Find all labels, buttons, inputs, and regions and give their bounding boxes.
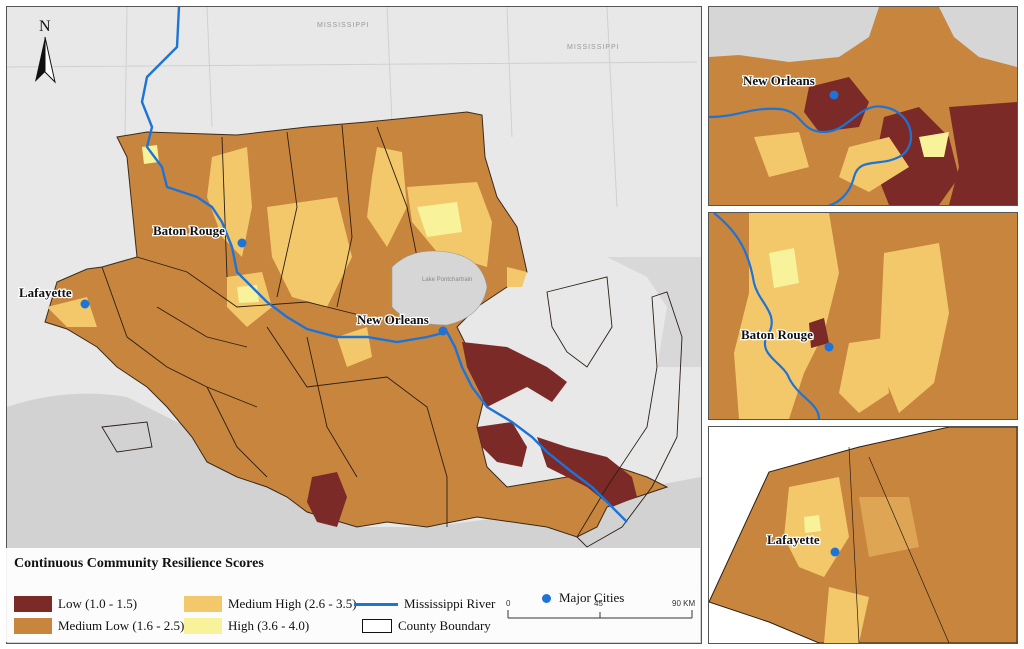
main-map[interactable]: MISSISSIPPI MISSISSIPPI: [6, 6, 702, 644]
lake-pontchartrain: [391, 250, 488, 326]
medium-high-regions: [47, 147, 527, 367]
north-label: N: [39, 18, 51, 35]
high-swatch: [184, 618, 222, 634]
svg-text:Lafayette: Lafayette: [19, 285, 72, 300]
high-regions: [142, 145, 462, 303]
lake-label: Lake Pontchartrain: [422, 277, 472, 283]
city-new-orleans[interactable]: New Orleans: [356, 311, 448, 336]
scale-tick-0: 0: [506, 599, 511, 608]
svg-text:New Orleans: New Orleans: [357, 312, 429, 327]
scale-tick-45: 45: [594, 599, 603, 608]
legend-title: Continuous Community Resilience Scores: [14, 556, 264, 571]
city-lafayette[interactable]: Lafayette: [18, 284, 90, 309]
state-label-2: MISSISSIPPI: [567, 44, 620, 51]
legend-county: County Boundary: [362, 618, 491, 634]
inset-label-baton-rouge: Baton Rouge: [741, 327, 813, 342]
mississippi-river: [140, 7, 628, 523]
legend-medium-high-label: Medium High (2.6 - 3.5): [228, 596, 357, 611]
inset-label-lafayette: Lafayette: [767, 532, 820, 547]
legend-high: High (3.6 - 4.0): [184, 618, 309, 634]
inset-baton-rouge[interactable]: Baton Rouge: [708, 212, 1018, 420]
medium-low-swatch: [14, 618, 52, 634]
legend-cities-label: Major Cities: [559, 590, 625, 605]
inset-new-orleans[interactable]: New Orleans: [708, 6, 1018, 206]
inset-baton-rouge-svg: Baton Rouge: [709, 213, 1017, 419]
north-arrow: N: [35, 18, 56, 84]
state-label-1: MISSISSIPPI: [317, 22, 370, 29]
inset-lafayette[interactable]: Lafayette: [708, 426, 1018, 644]
background-boundaries: [7, 7, 698, 208]
inset-label-new-orleans: New Orleans: [743, 73, 815, 88]
legend-low-label: Low (1.0 - 1.5): [58, 596, 138, 611]
medium-low-region: [44, 111, 669, 538]
legend-high-label: High (3.6 - 4.0): [228, 618, 310, 633]
county-swatch: [362, 619, 392, 633]
legend-medium-low-label: Medium Low (1.6 - 2.5): [58, 618, 185, 633]
legend-cities: Major Cities: [542, 590, 624, 606]
city-dot-swatch: [542, 593, 551, 603]
legend: Continuous Community Resilience Scores L…: [6, 548, 700, 642]
legend-county-label: County Boundary: [398, 618, 491, 633]
inset-lafayette-svg: Lafayette: [709, 427, 1017, 643]
legend-river: Mississippi River: [354, 596, 495, 612]
legend-medium-high: Medium High (2.6 - 3.5): [184, 596, 357, 612]
legend-low: Low (1.0 - 1.5): [14, 596, 137, 612]
medium-high-swatch: [184, 596, 222, 612]
low-swatch: [14, 596, 52, 612]
legend-medium-low: Medium Low (1.6 - 2.5): [14, 618, 184, 634]
delta-outlines: [101, 276, 683, 548]
scale-tick-90: 90 KM: [672, 599, 695, 608]
low-regions: [307, 342, 637, 527]
legend-river-label: Mississippi River: [404, 596, 496, 611]
inset-new-orleans-svg: New Orleans: [709, 7, 1017, 205]
scale-bar: 0 45 90 KM: [506, 599, 695, 619]
river-line-swatch: [354, 602, 398, 606]
county-boundaries: [101, 124, 448, 527]
city-baton-rouge[interactable]: Baton Rouge: [152, 222, 247, 248]
coastal-water: [607, 257, 701, 367]
svg-text:Baton Rouge: Baton Rouge: [153, 223, 225, 238]
